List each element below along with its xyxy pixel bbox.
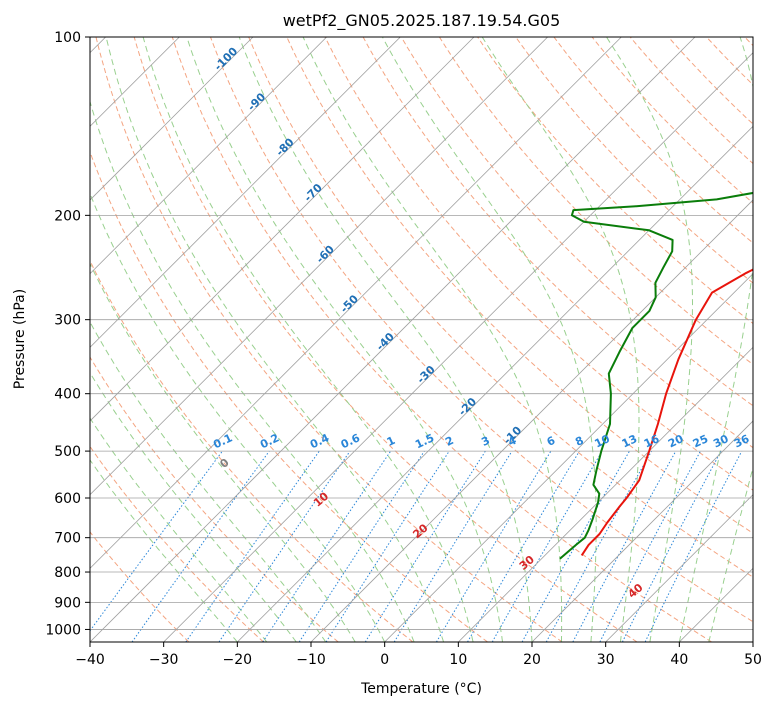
moist-adiabat-line	[186, 37, 503, 642]
moist-adiabat-line	[606, 37, 693, 642]
dry-adiabat-line	[90, 259, 414, 642]
mixing-ratio-label: 20	[666, 432, 686, 450]
y-tick-label: 300	[54, 313, 81, 329]
mixing-ratio-line	[325, 450, 450, 642]
y-tick-label: 700	[54, 531, 81, 547]
mixing-ratio-line	[521, 450, 630, 642]
moist-adiabat-line	[90, 321, 327, 642]
x-tick-label: 0	[380, 652, 389, 668]
mixing-ratio-line	[435, 450, 552, 642]
dry-adiabat-line	[133, 37, 638, 642]
isotherm-line	[310, 199, 753, 642]
moist-adiabat-line	[142, 37, 474, 642]
dry-adiabat-line	[90, 531, 190, 642]
moist-adiabat-line	[90, 417, 268, 642]
dry-adiabat-line	[90, 356, 339, 642]
moist-adiabat-line	[105, 37, 445, 642]
dry-adiabat-line	[400, 37, 753, 407]
dewpoint-profile	[559, 191, 753, 560]
axes: −40 −30 −20 −10 0 10 20 30 40 50 100 200 300 400 500 60…	[45, 30, 762, 668]
dry-adiabat-line	[95, 37, 563, 642]
mixing-ratio-line	[364, 450, 486, 642]
moist-adiabat-line	[90, 459, 238, 642]
mixing-ratio-line	[131, 450, 270, 642]
y-tick-label: 900	[54, 595, 81, 611]
x-axis-label: Temperature (°C)	[360, 681, 482, 697]
moist-adiabat-line	[90, 99, 415, 642]
chart-title: wetPf2_GN05.2025.187.19.54.G05	[283, 11, 561, 31]
dry-adiabat-line	[477, 37, 753, 325]
x-tick-label: 20	[523, 652, 541, 668]
plot-area	[90, 37, 753, 642]
mixing-ratio-line	[545, 450, 653, 642]
moist-adiabat-line	[708, 465, 753, 642]
mixing-ratio-line	[572, 450, 677, 642]
x-tick-label: −10	[296, 652, 326, 668]
isotherm-line	[90, 37, 327, 275]
y-tick-label: 600	[54, 491, 81, 507]
dry-adiabat-line	[171, 37, 712, 642]
temperature-profile	[580, 268, 753, 556]
x-tick-label: 40	[670, 652, 688, 668]
mixing-ratio-label: 25	[691, 432, 710, 450]
mixing-ratio-line	[185, 450, 320, 642]
moist-adiabat-line	[302, 37, 563, 642]
dry-adiabat-line	[286, 37, 753, 534]
mixing-ratio-line	[90, 450, 223, 632]
isotherm-line	[531, 420, 753, 642]
y-tick-label: 200	[54, 208, 81, 224]
y-tick-label: 100	[54, 30, 81, 46]
mixing-ratio-line	[393, 450, 513, 642]
moist-adiabat-line	[238, 37, 533, 642]
x-tick-label: −20	[223, 652, 253, 668]
mixing-ratio-line	[262, 450, 392, 642]
moist-adiabat-line	[90, 262, 356, 642]
isotherm-line	[90, 37, 696, 642]
x-tick-label: −30	[149, 652, 179, 668]
isotherm-line	[605, 494, 753, 642]
moist-adiabat-line	[678, 37, 753, 642]
mixing-ratio-line	[599, 450, 701, 642]
x-tick-label: −40	[75, 652, 105, 668]
y-axis-label: Pressure (hPa)	[12, 289, 28, 389]
moist-adiabat-line	[90, 192, 386, 642]
isotherm-line	[90, 37, 475, 422]
isotherm-line	[90, 37, 622, 569]
y-tick-label: 400	[54, 387, 81, 403]
dry-adiabat-line	[324, 37, 753, 491]
mixing-ratio-label: 36	[732, 432, 752, 450]
mixing-ratio-label: 16	[642, 432, 662, 450]
mixing-ratio-label: 10	[593, 432, 613, 450]
dry-adiabat-line	[591, 37, 753, 204]
mixing-ratio-line	[218, 450, 351, 642]
mixing-ratio-line	[621, 450, 722, 642]
mixing-ratio-line	[298, 450, 425, 642]
y-tick-label: 500	[54, 444, 81, 460]
isotherm-line	[163, 52, 753, 642]
isotherm-line	[90, 37, 548, 496]
dry-adiabat-line	[248, 37, 753, 578]
mixing-ratio-label: 13	[620, 432, 639, 450]
dry-adiabat-line	[438, 37, 753, 365]
dry-adiabat-line	[210, 37, 753, 623]
isotherm-line	[90, 37, 254, 201]
mixing-ratio-label: 30	[711, 432, 731, 450]
moist-adiabat-line	[481, 37, 640, 642]
isotherm-line	[237, 125, 753, 642]
dry-adiabat-line	[553, 37, 753, 244]
mixing-ratio-line	[644, 450, 743, 642]
y-tick-label: 1000	[45, 622, 81, 638]
isotherm-line	[458, 346, 753, 642]
y-tick-label: 800	[54, 565, 81, 581]
moist-adiabat-line	[90, 371, 297, 642]
x-tick-label: 50	[744, 652, 762, 668]
x-tick-label: 10	[449, 652, 467, 668]
dry-adiabat-line	[90, 150, 488, 642]
plot-frame	[89, 36, 754, 643]
isotherm-line	[90, 37, 401, 348]
x-tick-label: 30	[597, 652, 615, 668]
